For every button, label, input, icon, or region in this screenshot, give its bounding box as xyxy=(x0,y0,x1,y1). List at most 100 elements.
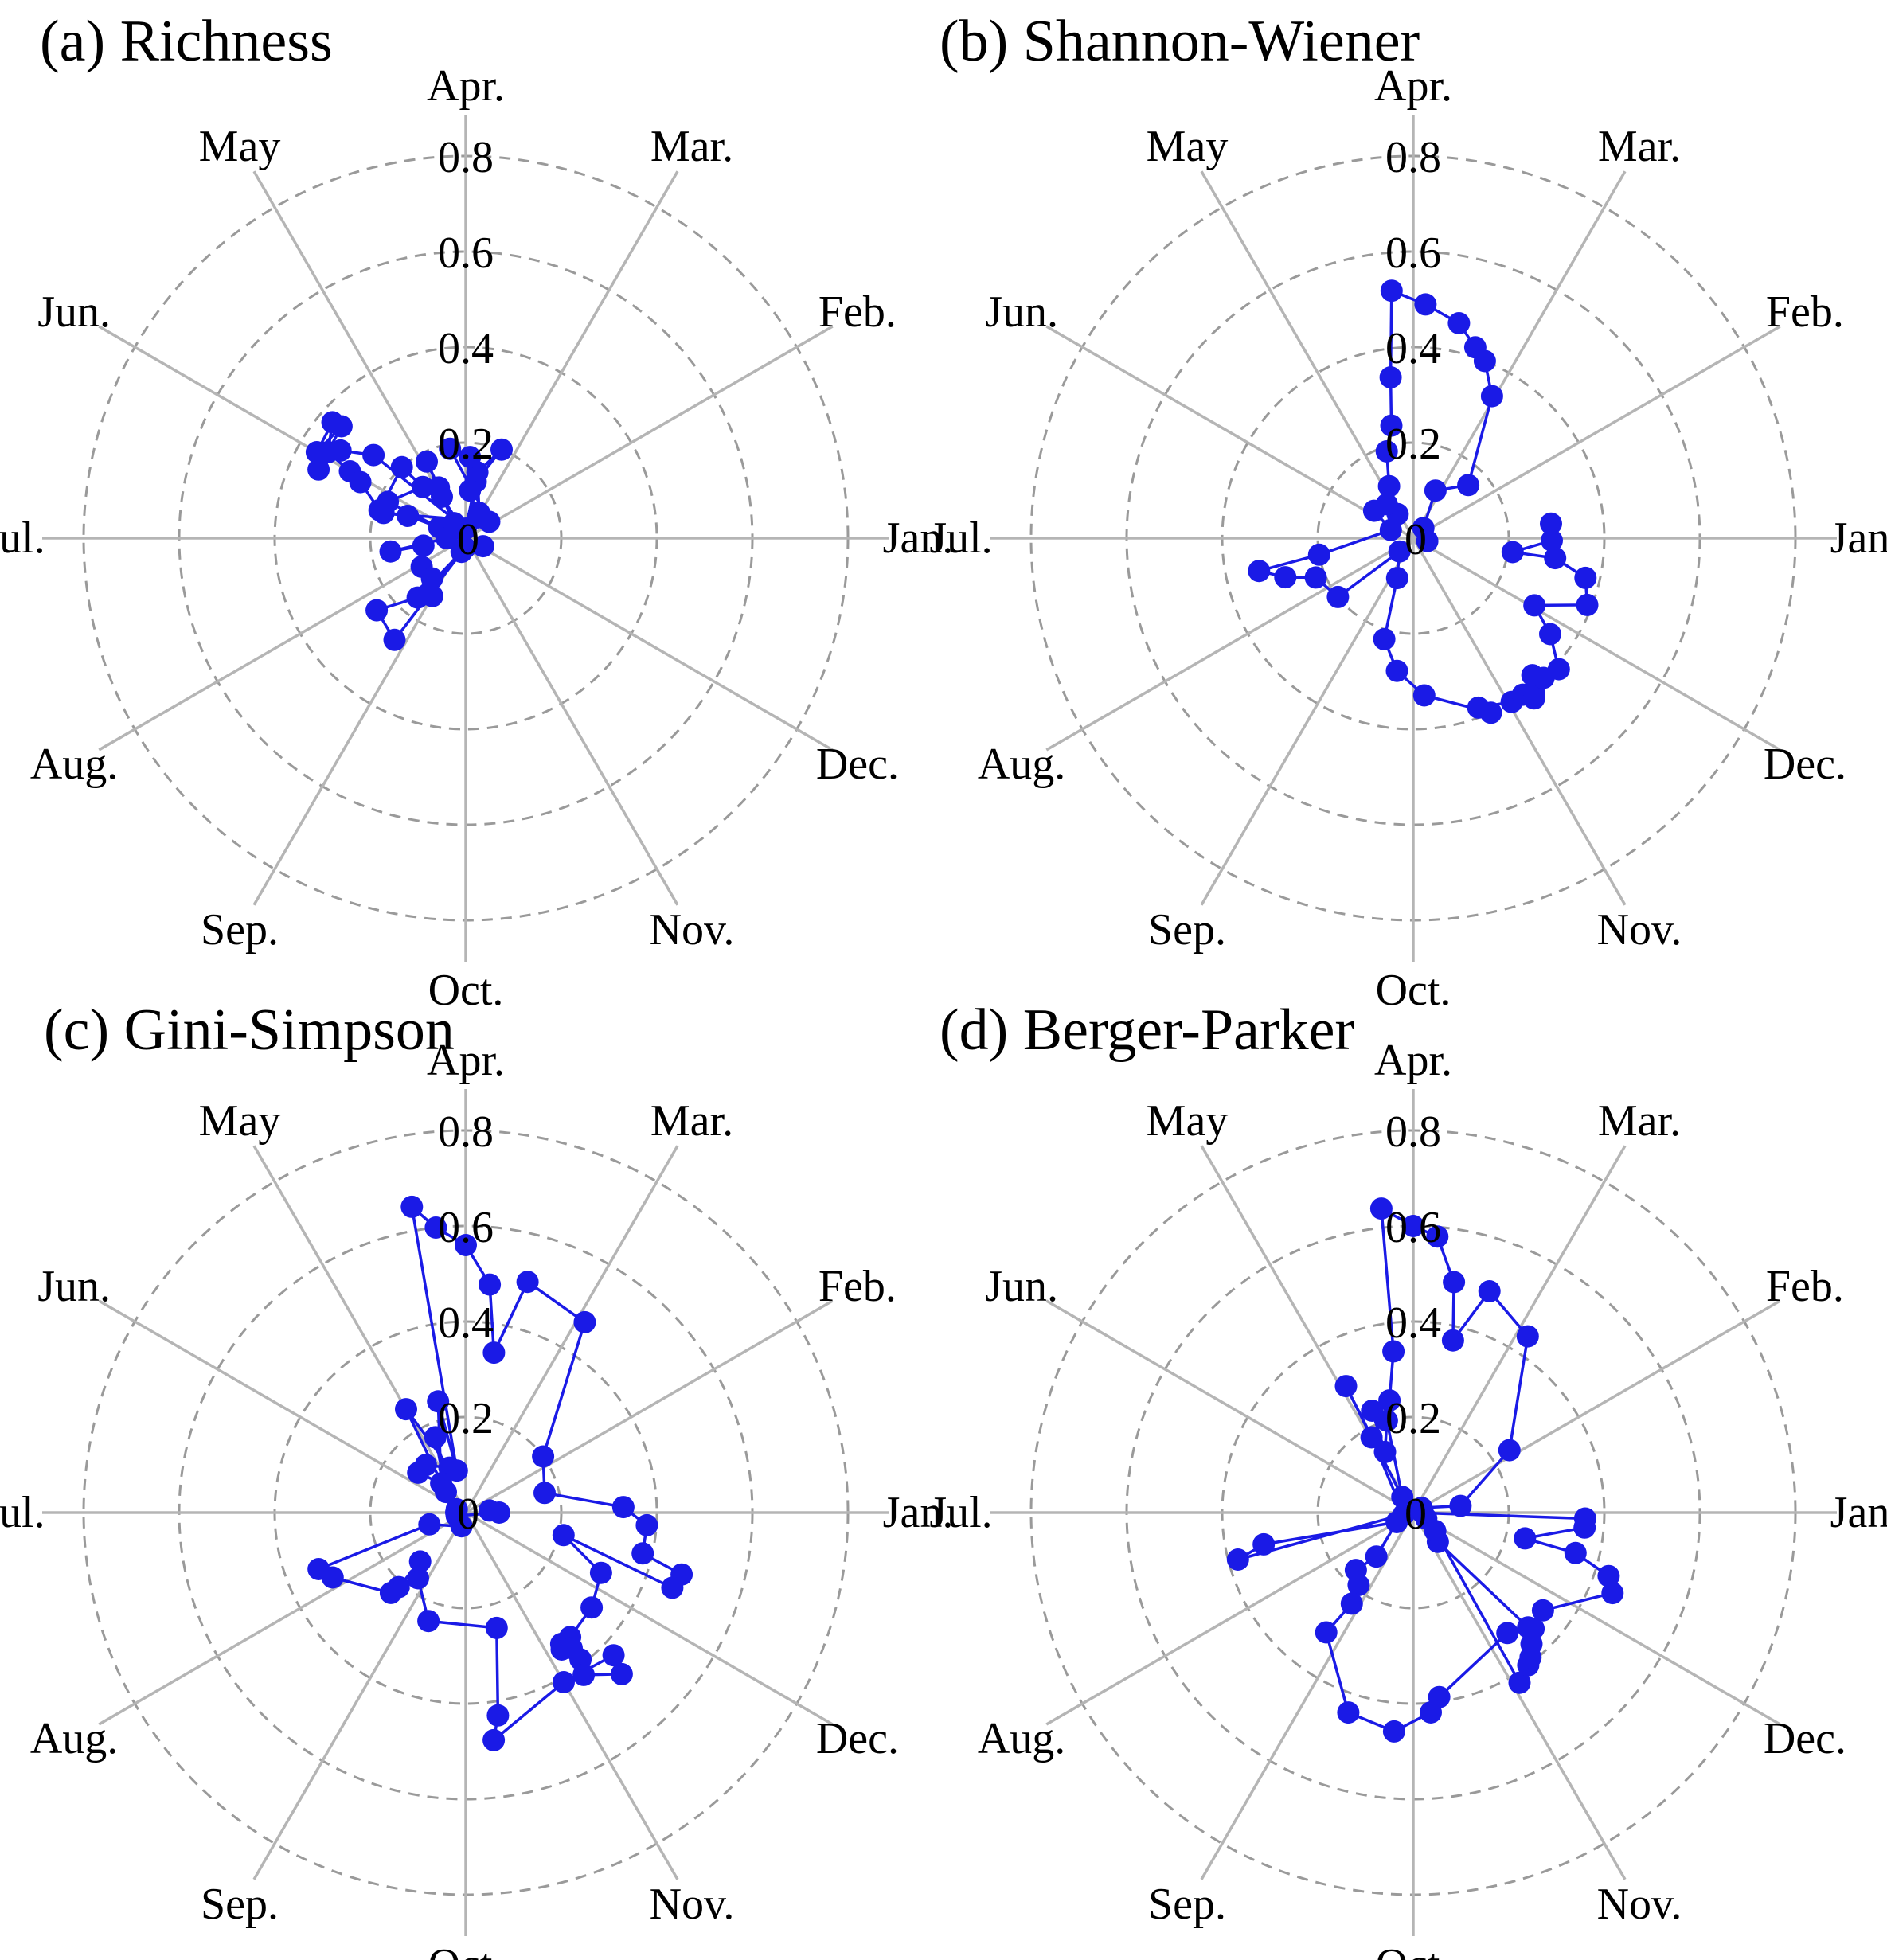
spoke-jun xyxy=(1045,1299,1414,1514)
radial-tick-label: 0.4 xyxy=(438,324,494,373)
data-point xyxy=(372,502,395,525)
data-point xyxy=(1480,385,1503,408)
panel-d: (d) Berger-Parker Jan. Feb. Mar. Apr. May Jun… xyxy=(929,998,1887,1960)
data-point xyxy=(1385,567,1408,590)
month-label-nov: Nov. xyxy=(650,1880,735,1929)
data-point xyxy=(1373,627,1396,650)
data-point xyxy=(1252,1532,1276,1556)
month-label-aug: Aug. xyxy=(30,740,118,789)
spoke-dec xyxy=(465,1511,834,1726)
radial-tick-label: 0.4 xyxy=(1385,324,1441,373)
data-point xyxy=(1380,414,1403,437)
radial-tick-label: 0.2 xyxy=(438,1394,494,1443)
data-point xyxy=(1340,1592,1363,1615)
data-point xyxy=(553,1671,575,1693)
data-point xyxy=(572,1663,596,1686)
data-point xyxy=(412,534,435,557)
spoke-mar xyxy=(1412,1145,1627,1513)
data-point xyxy=(1522,687,1545,710)
data-point xyxy=(1539,623,1561,646)
month-label-aug: Aug. xyxy=(978,1714,1065,1763)
radial-tick-label: 0.2 xyxy=(1385,420,1441,469)
month-label-mar: Mar. xyxy=(650,122,733,171)
month-label-oct: Oct. xyxy=(428,1940,504,1960)
data-point xyxy=(445,1459,468,1482)
spoke-jun xyxy=(1045,325,1414,540)
data-point xyxy=(1498,1439,1521,1462)
month-label-jan: Jan. xyxy=(883,1488,954,1537)
data-point xyxy=(1380,279,1403,303)
data-point xyxy=(1574,566,1597,589)
data-point xyxy=(430,1472,453,1495)
month-label-jul: Jul. xyxy=(0,513,45,563)
data-point xyxy=(1378,1389,1401,1412)
data-point xyxy=(408,1550,432,1573)
data-point xyxy=(1385,659,1408,682)
radial-tick-label: 0.6 xyxy=(1385,1203,1441,1252)
spoke-feb xyxy=(465,325,834,540)
data-point xyxy=(602,1644,625,1667)
month-label-nov: Nov. xyxy=(650,905,735,955)
radial-tick-label: 0.8 xyxy=(438,133,494,182)
data-point xyxy=(1412,517,1435,540)
spoke-aug xyxy=(1045,1511,1414,1726)
month-label-dec: Dec. xyxy=(816,740,899,789)
data-point xyxy=(455,1234,477,1256)
data-point xyxy=(459,479,482,502)
data-point xyxy=(516,1271,539,1294)
spoke-mar xyxy=(1412,170,1627,539)
month-label-sep: Sep. xyxy=(201,1880,279,1929)
data-point xyxy=(390,455,413,478)
data-point xyxy=(471,535,494,558)
month-label-apr: Apr. xyxy=(427,1036,505,1085)
data-point xyxy=(383,628,406,651)
radial-tick-label: 0 xyxy=(457,1490,479,1539)
data-point xyxy=(1337,1701,1360,1724)
data-point xyxy=(1496,1622,1519,1645)
panel-d-title: (d) Berger-Parker xyxy=(940,998,1354,1063)
month-label-feb: Feb. xyxy=(1766,287,1844,337)
data-point xyxy=(1375,440,1398,463)
data-point xyxy=(1508,1671,1531,1694)
month-label-jan: Jan. xyxy=(1830,513,1887,563)
spoke-dec xyxy=(1412,1511,1781,1726)
spoke-sep xyxy=(1200,1512,1415,1880)
month-label-jun: Jun. xyxy=(985,287,1058,337)
spoke-may xyxy=(1200,170,1415,539)
month-label-jan: Jan. xyxy=(1830,1488,1887,1537)
data-point xyxy=(1304,566,1327,589)
month-label-may: May xyxy=(1147,1096,1229,1146)
data-point xyxy=(379,540,402,563)
month-label-sep: Sep. xyxy=(1148,905,1226,955)
data-point xyxy=(635,1513,658,1536)
data-point xyxy=(1334,1375,1358,1398)
data-point xyxy=(407,1461,430,1484)
data-point xyxy=(1564,1541,1587,1564)
panel-a-title: (a) Richness xyxy=(40,9,333,74)
data-point xyxy=(416,450,438,473)
data-point xyxy=(490,438,513,461)
data-point xyxy=(1415,1507,1438,1530)
radial-tick-label: 0.8 xyxy=(1385,133,1441,182)
data-point xyxy=(365,599,389,622)
spoke-mar xyxy=(464,1145,679,1513)
data-point xyxy=(1402,1215,1424,1237)
spoke-nov xyxy=(1412,1512,1627,1880)
data-point xyxy=(1382,1340,1405,1363)
data-point xyxy=(580,1596,604,1619)
data-point xyxy=(610,1662,633,1685)
radial-tick-label: 0.6 xyxy=(438,228,494,278)
data-point xyxy=(486,1704,510,1727)
radial-tick-label: 0.8 xyxy=(1385,1107,1441,1157)
panel-c-title: (c) Gini-Simpson xyxy=(44,998,455,1063)
spoke-may xyxy=(252,170,467,539)
data-point xyxy=(1522,1617,1545,1640)
data-point xyxy=(1379,518,1402,541)
data-point xyxy=(459,446,482,469)
data-point xyxy=(307,458,330,481)
data-point xyxy=(1457,474,1480,497)
month-label-nov: Nov. xyxy=(1597,1880,1682,1929)
data-point xyxy=(1523,594,1546,617)
data-point xyxy=(406,586,429,609)
spoke-aug xyxy=(1045,537,1414,752)
